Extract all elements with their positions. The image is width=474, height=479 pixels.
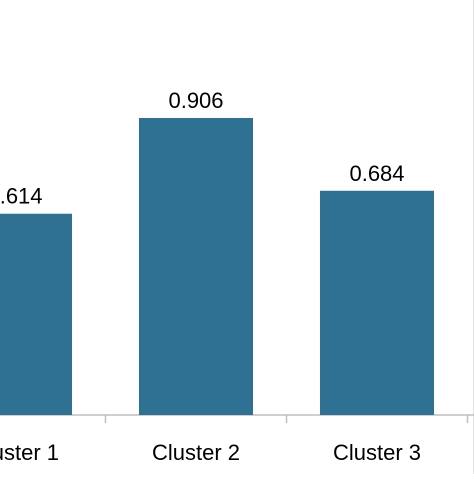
plot-area: 0.614 Cluster 1 0.906 Cluster 2 0.684 Cluster…: [0, 88, 474, 465]
bar-1: [0, 213, 72, 415]
data-label-3: 0.684: [349, 161, 404, 186]
category-label-3: Cluster 3: [333, 440, 421, 465]
data-label-1: 0.614: [0, 184, 43, 209]
category-label-1: Cluster 1: [0, 440, 59, 465]
bar-3: [320, 190, 434, 415]
category-label-2: Cluster 2: [152, 440, 240, 465]
bar-2: [139, 118, 253, 415]
data-label-2: 0.906: [168, 88, 223, 113]
